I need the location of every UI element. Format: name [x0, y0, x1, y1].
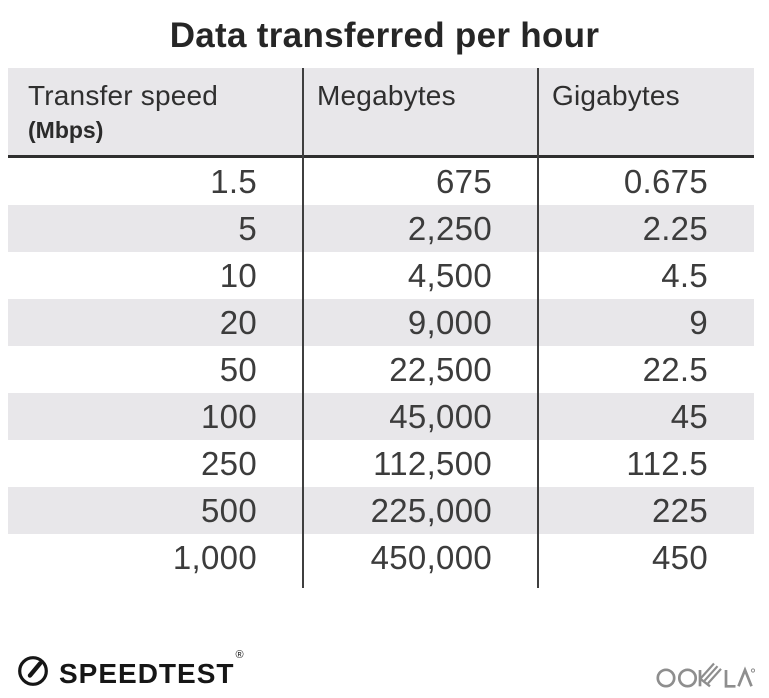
- header-gigabytes: Gigabytes: [538, 68, 754, 155]
- speedtest-wordmark: SPEEDTEST®: [59, 648, 245, 689]
- cell-gigabytes: 0.675: [623, 163, 708, 200]
- cell-gigabytes: 225: [652, 492, 708, 529]
- table-row: 50 22,500 22.5: [8, 346, 754, 393]
- cell-speed: 50: [219, 351, 257, 388]
- cell-megabytes: 9,000: [407, 304, 492, 341]
- cell-speed: 100: [201, 398, 257, 435]
- data-table: Transfer speed (Mbps) Megabytes Gigabyte…: [8, 68, 754, 581]
- cell-megabytes: 225,000: [370, 492, 492, 529]
- table-row: 10 4,500 4.5: [8, 252, 754, 299]
- cell-speed: 250: [201, 445, 257, 482]
- table-row: 250 112,500 112.5: [8, 440, 754, 487]
- cell-speed: 1.5: [210, 163, 257, 200]
- cell-speed: 5: [238, 210, 257, 247]
- table-body: 1.5 675 0.675 5 2,250 2.25 10 4,500 4.5 …: [8, 158, 754, 581]
- cell-gigabytes: 450: [652, 539, 708, 576]
- header-transfer-speed-unit: (Mbps): [28, 117, 104, 143]
- cell-speed: 20: [219, 304, 257, 341]
- cell-speed: 1,000: [172, 539, 257, 576]
- table-header-row: Transfer speed (Mbps) Megabytes Gigabyte…: [8, 68, 754, 158]
- cell-gigabytes: 112.5: [626, 445, 708, 482]
- header-transfer-speed-label: Transfer speed: [28, 80, 219, 111]
- header-transfer-speed: Transfer speed (Mbps): [8, 68, 303, 155]
- cell-megabytes: 4,500: [407, 257, 492, 294]
- cell-speed: 10: [219, 257, 257, 294]
- table-row: 1.5 675 0.675: [8, 158, 754, 205]
- ookla-wordmark-icon: [656, 662, 756, 694]
- speedtest-logo: SPEEDTEST®: [16, 648, 245, 693]
- table-row: 100 45,000 45: [8, 393, 754, 440]
- cell-megabytes: 450,000: [370, 539, 492, 576]
- cell-gigabytes: 4.5: [661, 257, 708, 294]
- header-megabytes-label: Megabytes: [317, 80, 456, 111]
- cell-megabytes: 112,500: [373, 445, 492, 482]
- cell-gigabytes: 9: [689, 304, 708, 341]
- registered-trademark-icon: ®: [235, 648, 245, 661]
- column-divider: [302, 68, 304, 588]
- table-row: 20 9,000 9: [8, 299, 754, 346]
- header-megabytes: Megabytes: [303, 68, 538, 155]
- ookla-logo: [656, 660, 756, 695]
- cell-megabytes: 45,000: [389, 398, 492, 435]
- cell-gigabytes: 2.25: [642, 210, 708, 247]
- page-title: Data transferred per hour: [169, 16, 600, 55]
- cell-megabytes: 22,500: [389, 351, 492, 388]
- cell-megabytes: 2,250: [407, 210, 492, 247]
- table-row: 5 2,250 2.25: [8, 205, 754, 252]
- table-row: 1,000 450,000 450: [8, 534, 754, 581]
- cell-gigabytes: 22.5: [642, 351, 708, 388]
- table-row: 500 225,000 225: [8, 487, 754, 534]
- cell-gigabytes: 45: [670, 398, 708, 435]
- cell-speed: 500: [201, 492, 257, 529]
- speedtest-gauge-icon: [16, 654, 50, 693]
- header-gigabytes-label: Gigabytes: [552, 80, 680, 111]
- cell-megabytes: 675: [436, 163, 492, 200]
- column-divider: [537, 68, 539, 588]
